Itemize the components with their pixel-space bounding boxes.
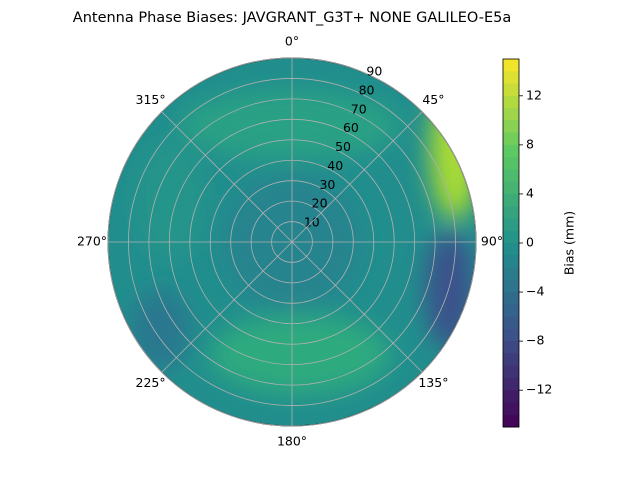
colorbar-tick-label: 12 <box>526 87 542 102</box>
theta-tick-label: 0° <box>285 34 299 49</box>
r-tick-label: 60 <box>343 120 359 135</box>
r-tick-label: 70 <box>351 101 367 116</box>
colorbar-tick-label: −12 <box>526 382 552 397</box>
colorbar-band <box>503 341 519 354</box>
colorbar-band <box>503 414 519 428</box>
grid-spoke <box>291 111 423 243</box>
theta-tick-label: 315° <box>136 92 166 107</box>
colorbar-band <box>503 120 519 134</box>
colorbar-band <box>503 328 519 342</box>
colorbar-band <box>503 144 519 158</box>
colorbar-band <box>503 181 519 195</box>
r-tick-label: 20 <box>312 196 328 211</box>
r-tick-label: 90 <box>366 64 382 79</box>
colorbar-band <box>503 267 519 281</box>
chart-title: Antenna Phase Biases: JAVGRANT_G3T+ NONE… <box>73 10 511 26</box>
colorbar-band <box>503 365 519 379</box>
colorbar-band <box>503 230 519 244</box>
colorbar-band <box>503 353 519 367</box>
colorbar-band <box>503 304 519 318</box>
colorbar-band <box>503 390 519 403</box>
colorbar-band <box>503 377 519 391</box>
colorbar-band <box>503 95 519 109</box>
colorbar-label: Bias (mm) <box>562 211 577 275</box>
colorbar-band <box>503 71 519 85</box>
colorbar-tick-label: −4 <box>526 284 544 299</box>
theta-tick-label: 225° <box>136 375 166 390</box>
theta-tick-label: 180° <box>277 434 307 449</box>
theta-tick-label: 270° <box>77 234 107 249</box>
theta-tick-label: 45° <box>422 92 444 107</box>
colorbar-tick-label: −8 <box>526 333 544 348</box>
theta-tick-label: 135° <box>418 375 448 390</box>
colorbar-band <box>503 292 519 305</box>
colorbar-band <box>503 157 519 170</box>
r-tick-label: 50 <box>335 139 351 154</box>
grid-spoke <box>291 241 423 373</box>
colorbar-band <box>503 218 519 232</box>
colorbar-band <box>503 243 519 256</box>
r-tick-label: 30 <box>319 177 335 192</box>
colorbar-band <box>503 193 519 207</box>
colorbar-band <box>503 402 519 416</box>
theta-tick-label: 90° <box>481 234 503 249</box>
colorbar-band <box>503 83 519 97</box>
colorbar-band <box>503 59 519 72</box>
grid-spoke <box>161 111 293 243</box>
colorbar-band <box>503 169 519 183</box>
colorbar-tick-label: 4 <box>526 185 534 200</box>
colorbar-tick-label: 8 <box>526 136 534 151</box>
grid-spoke <box>161 241 293 373</box>
colorbar-band <box>503 132 519 146</box>
colorbar-band <box>503 108 519 121</box>
colorbar-band <box>503 255 519 269</box>
colorbar-band <box>503 279 519 293</box>
colorbar-band <box>503 316 519 330</box>
r-tick-label: 40 <box>327 158 343 173</box>
colorbar-band <box>503 206 519 219</box>
colorbar-tick-label: 0 <box>526 235 534 250</box>
r-tick-label: 80 <box>359 82 375 97</box>
